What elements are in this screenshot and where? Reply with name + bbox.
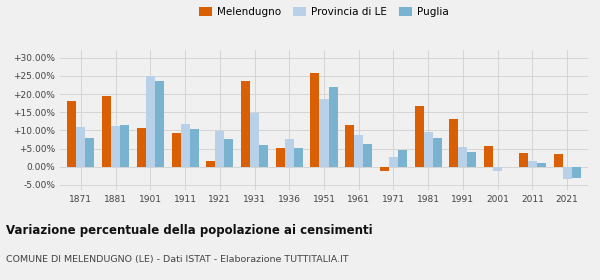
Bar	[241, 81, 250, 167]
Text: Variazione percentuale della popolazione ai censimenti: Variazione percentuale della popolazione…	[6, 224, 373, 237]
Legend: Melendugno, Provincia di LE, Puglia: Melendugno, Provincia di LE, Puglia	[195, 3, 453, 21]
Bar	[389, 157, 398, 167]
Bar	[484, 146, 493, 167]
Bar	[224, 139, 233, 167]
Bar	[554, 154, 563, 167]
Bar	[250, 113, 259, 167]
Bar	[146, 76, 155, 167]
Bar	[519, 153, 528, 167]
Bar	[415, 106, 424, 167]
Text: COMUNE DI MELENDUGNO (LE) - Dati ISTAT - Elaborazione TUTTITALIA.IT: COMUNE DI MELENDUGNO (LE) - Dati ISTAT -…	[6, 255, 349, 264]
Bar	[493, 167, 502, 171]
Bar	[354, 135, 363, 167]
Bar	[398, 150, 407, 167]
Bar	[111, 126, 120, 167]
Bar	[67, 101, 76, 167]
Bar	[120, 125, 129, 167]
Bar	[319, 99, 329, 167]
Bar	[181, 124, 190, 167]
Bar	[137, 128, 146, 167]
Bar	[190, 129, 199, 167]
Bar	[363, 144, 372, 167]
Bar	[155, 81, 164, 167]
Bar	[285, 139, 294, 167]
Bar	[528, 161, 537, 167]
Bar	[380, 167, 389, 171]
Bar	[449, 120, 458, 167]
Bar	[572, 167, 581, 178]
Bar	[467, 152, 476, 167]
Bar	[424, 132, 433, 167]
Bar	[329, 87, 338, 167]
Bar	[172, 133, 181, 167]
Bar	[458, 147, 467, 167]
Bar	[563, 167, 572, 179]
Bar	[433, 138, 442, 167]
Bar	[76, 127, 85, 167]
Bar	[259, 145, 268, 167]
Bar	[276, 148, 285, 167]
Bar	[310, 73, 319, 167]
Bar	[206, 161, 215, 167]
Bar	[294, 148, 303, 167]
Bar	[102, 96, 111, 167]
Bar	[85, 138, 94, 167]
Bar	[215, 131, 224, 167]
Bar	[345, 125, 354, 167]
Bar	[537, 164, 546, 167]
